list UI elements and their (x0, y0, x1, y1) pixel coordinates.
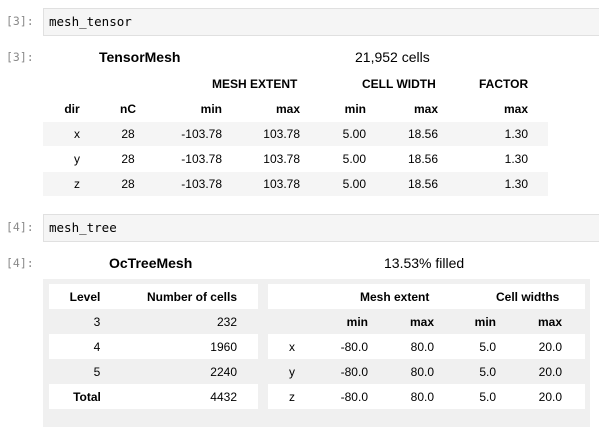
col-header-factor-max: max (503, 102, 528, 116)
cell-dir: x (74, 127, 80, 141)
col-header-extent-min: min (346, 315, 368, 329)
right-table-header-bg (268, 284, 585, 309)
cell-number: 232 (216, 315, 237, 329)
cell-dir: z (289, 390, 295, 404)
cell-extent-max: 80.0 (410, 365, 434, 379)
cell-extent-max: 103.78 (263, 127, 300, 141)
cell-width-max: 18.56 (407, 177, 438, 191)
input-prompt: [4]: (6, 220, 34, 234)
cell-dir: y (74, 152, 80, 166)
group-header-cell-widths: Cell widths (496, 290, 560, 304)
cell-width-min: 5.00 (342, 152, 366, 166)
cell-width-min: 5.0 (479, 390, 496, 404)
cell-width-max: 18.56 (407, 152, 438, 166)
cell-level: 3 (93, 315, 101, 329)
col-header-width-min: min (474, 315, 496, 329)
cell-dir: y (289, 365, 295, 379)
right-table-row-bg (268, 334, 585, 359)
cell-width-min: 5.0 (479, 365, 496, 379)
cell-nc: 28 (121, 127, 135, 141)
col-header-level: Level (69, 290, 101, 304)
code-text: mesh_tree (49, 220, 117, 235)
col-header-extent-min: min (200, 102, 222, 116)
cell-extent-max: 103.78 (263, 152, 300, 166)
cell-extent-min: -80.0 (340, 340, 368, 354)
cell-extent-min: -103.78 (181, 152, 222, 166)
left-table-row-bg (49, 384, 258, 409)
cell-dir: x (289, 340, 295, 354)
cell-level-total: Total (73, 390, 101, 404)
group-header-mesh-extent: Mesh extent (360, 290, 430, 304)
table-row-stripe (43, 122, 548, 146)
mesh-summary: 13.53% filled (384, 255, 465, 271)
cell-level: 4 (93, 340, 101, 354)
col-header-extent-max: max (275, 102, 300, 116)
col-header-number-of-cells: Number of cells (146, 290, 237, 304)
cell-extent-max: 80.0 (410, 390, 434, 404)
cell-width-max: 18.56 (407, 127, 438, 141)
cell-dir: z (74, 177, 80, 191)
code-text: mesh_tensor (49, 14, 132, 29)
cell-width-max: 20.0 (538, 365, 562, 379)
col-header-width-min: min (344, 102, 366, 116)
right-table-row-bg (268, 384, 585, 409)
table-row-stripe (43, 172, 548, 196)
cell-factor: 1.30 (504, 177, 528, 191)
mesh-summary: 21,952 cells (355, 49, 430, 65)
cell-nc: 28 (121, 177, 135, 191)
col-header-width-max: max (537, 315, 562, 329)
group-header-cell-width: CELL WIDTH (362, 77, 436, 91)
cell-extent-min: -80.0 (340, 365, 368, 379)
col-header-extent-max: max (409, 315, 434, 329)
col-header-width-max: max (413, 102, 438, 116)
col-header-dir: dir (64, 102, 80, 116)
col-header-nc: nC (120, 102, 136, 116)
group-header-mesh-extent: MESH EXTENT (212, 77, 298, 91)
left-table-header-bg (49, 284, 258, 309)
cell-extent-max: 80.0 (410, 340, 434, 354)
cell-factor: 1.30 (504, 127, 528, 141)
cell-number-total: 4432 (210, 390, 237, 404)
output-prompt: [3]: (6, 50, 34, 64)
cell-extent-min: -103.78 (181, 127, 222, 141)
cell-factor: 1.30 (504, 152, 528, 166)
cell-width-min: 5.00 (342, 177, 366, 191)
cell-level: 5 (93, 365, 101, 379)
cell-extent-min: -80.0 (340, 390, 368, 404)
output-prompt: [4]: (6, 256, 34, 270)
cell-width-min: 5.0 (479, 340, 496, 354)
code-input-cell[interactable]: mesh_tensor (43, 8, 599, 36)
cell-width-min: 5.00 (342, 127, 366, 141)
code-input-cell[interactable]: mesh_tree (43, 214, 599, 242)
left-table-row-bg (49, 334, 258, 359)
cell-number: 1960 (210, 340, 237, 354)
mesh-title: OcTreeMesh (109, 255, 193, 271)
input-prompt: [3]: (6, 14, 34, 28)
cell-extent-min: -103.78 (181, 177, 222, 191)
cell-number: 2240 (210, 365, 237, 379)
cell-nc: 28 (121, 152, 135, 166)
cell-extent-max: 103.78 (263, 177, 300, 191)
cell-width-max: 20.0 (538, 340, 562, 354)
group-header-factor: FACTOR (479, 77, 529, 91)
cell-width-max: 20.0 (538, 390, 562, 404)
mesh-title: TensorMesh (99, 49, 181, 65)
